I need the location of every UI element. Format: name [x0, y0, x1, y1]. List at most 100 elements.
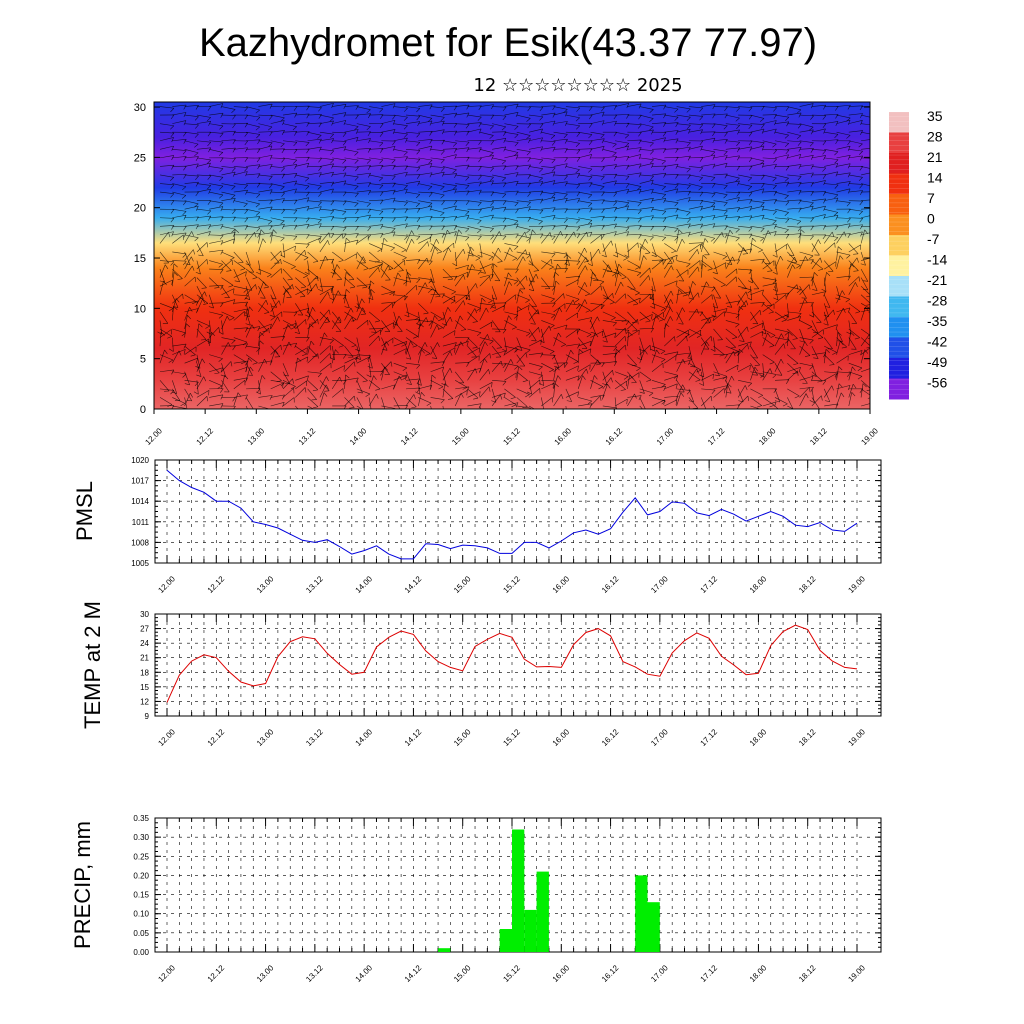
wind-barb-flag [792, 338, 798, 340]
wind-barb [184, 315, 188, 330]
wind-barb-flag [437, 327, 443, 330]
wind-barb-flag [873, 309, 875, 314]
wind-barb-flag [626, 399, 628, 405]
wind-barb [479, 251, 494, 258]
wind-barb-flag [353, 361, 356, 367]
wind-barb [418, 320, 433, 323]
wind-barb-flag [465, 211, 470, 216]
wind-barb-flag [585, 265, 588, 271]
wind-barb-flag [292, 284, 294, 290]
wind-barb-flag [367, 234, 372, 240]
colorbar-label: -56 [927, 375, 947, 391]
wind-barb-flag [612, 370, 614, 376]
wind-barb [209, 260, 223, 265]
wind-barb-flag [256, 227, 261, 232]
wind-barb [246, 326, 260, 330]
wind-barb [196, 224, 211, 227]
wind-barb [479, 206, 494, 210]
x-tick-label: 16.00 [553, 426, 574, 447]
wind-barb-flag [767, 230, 771, 235]
wind-barb [651, 337, 656, 352]
wind-barb-flag [532, 229, 536, 234]
wind-barb [319, 208, 334, 211]
wind-barb-flag [245, 263, 251, 266]
wind-barb [196, 298, 203, 312]
wind-barb-flag [710, 336, 713, 342]
wind-barb-flag [391, 228, 396, 233]
wind-barb-flag [650, 306, 656, 309]
wind-barb-flag [835, 373, 837, 379]
wind-barb [467, 217, 482, 221]
wind-barb-flag [404, 208, 408, 214]
wind-barb [639, 388, 654, 394]
wind-barb [688, 308, 698, 321]
wind-barb [737, 277, 747, 289]
wind-barb-flag [294, 343, 297, 348]
wind-barb-flag [686, 336, 688, 342]
wind-barb-flag [561, 344, 566, 347]
wind-barb [405, 277, 420, 280]
wind-barb [381, 337, 388, 351]
wind-barb [442, 231, 457, 236]
wind-barb-flag [195, 271, 201, 275]
wind-barb-flag [324, 321, 330, 323]
wind-barb-flag [811, 374, 817, 377]
wind-barb [737, 243, 748, 254]
wind-barb-flag [454, 205, 457, 211]
wind-barb [430, 208, 445, 213]
wind-barb [368, 311, 381, 322]
x-tick-label: 16.00 [551, 574, 572, 595]
colorbar-swatch [889, 153, 909, 174]
wind-barb [258, 268, 272, 275]
wind-barb [664, 355, 677, 364]
wind-barb [418, 215, 433, 219]
wind-barb-flag [313, 406, 319, 409]
wind-barb [368, 329, 381, 338]
wind-barb-flag [522, 406, 528, 408]
wind-barb [491, 268, 501, 281]
wind-barb [307, 234, 322, 237]
wind-barb-flag [798, 233, 802, 239]
wind-barb-flag [761, 323, 764, 329]
wind-barb [713, 233, 728, 236]
wind-barb [651, 286, 655, 301]
wind-barb-flag [441, 225, 445, 231]
wind-barb-flag [812, 289, 818, 291]
wind-barb [209, 403, 224, 407]
wind-barb [159, 225, 174, 227]
wind-barb [208, 277, 220, 288]
wind-barb-flag [597, 316, 600, 322]
wind-barb-flag [234, 280, 240, 283]
wind-barb [528, 327, 539, 338]
y-tick-label: 30 [134, 102, 146, 114]
y-tick-label: 25 [134, 152, 146, 164]
wind-barb-flag [441, 293, 445, 299]
wind-barb-flag [503, 305, 505, 311]
wind-barb [319, 376, 327, 390]
wind-barb [541, 380, 556, 382]
wind-barb-flag [761, 331, 764, 337]
wind-barb [504, 294, 516, 304]
wind-barb [774, 405, 779, 409]
chart-title: Kazhydromet for Esik(43.37 77.97) [199, 21, 817, 65]
wind-barb [713, 328, 723, 340]
wind-barb-flag [711, 389, 716, 395]
wind-barb [221, 320, 224, 335]
wind-barb [577, 257, 587, 270]
wind-barb-flag [481, 297, 486, 302]
wind-barb [282, 224, 297, 227]
wind-barb-flag [211, 332, 216, 337]
wind-barb-flag [589, 232, 593, 237]
wind-barb [676, 231, 691, 236]
wind-barb-flag [526, 254, 531, 259]
wind-barb [811, 225, 826, 227]
wind-barb-flag [261, 375, 266, 380]
wind-barb-flag [665, 323, 670, 328]
wind-barb-flag [564, 362, 568, 368]
wind-barb-flag [784, 314, 789, 318]
wind-barb-flag [203, 376, 207, 382]
wind-barb-flag [554, 383, 559, 388]
wind-barb [762, 397, 775, 406]
wind-barb-flag [477, 235, 482, 241]
